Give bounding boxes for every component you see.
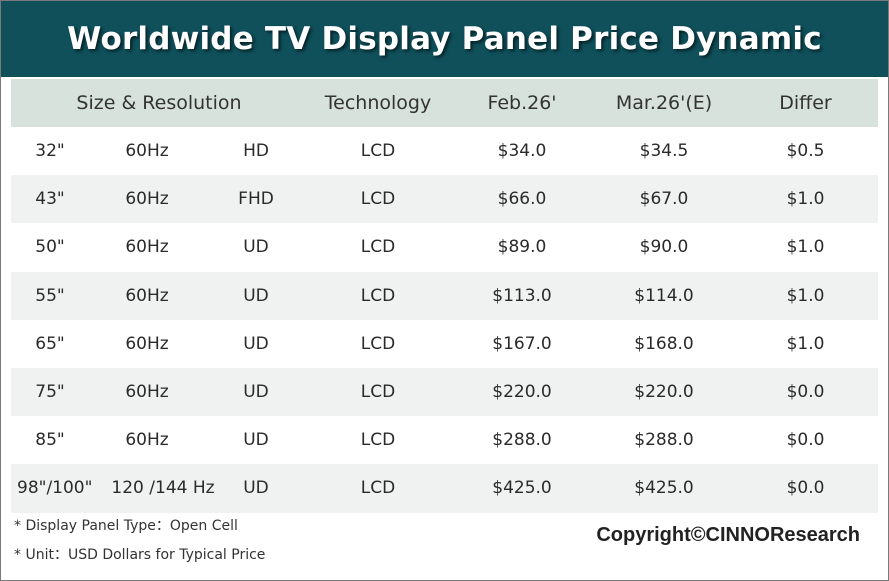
table-row: 98"/100" 120 /144 Hz UD LCD $425.0 $425.0 $0.0 bbox=[11, 464, 878, 513]
note-panel-type: * Display Panel Type：Open Cell bbox=[14, 518, 238, 534]
cell-resolution: UD bbox=[243, 333, 269, 354]
cell-size: 43" bbox=[35, 189, 65, 210]
price-table: Size & Resolution Technology Feb.26' Mar… bbox=[11, 79, 878, 513]
cell-feb-price: $425.0 bbox=[492, 478, 552, 499]
cell-size: 85" bbox=[35, 430, 65, 451]
cell-feb-price: $113.0 bbox=[492, 285, 552, 306]
footer: * Display Panel Type：Open Cell * Unit：US… bbox=[11, 511, 878, 571]
table-header-row: Size & Resolution Technology Feb.26' Mar… bbox=[11, 79, 878, 127]
cell-technology: LCD bbox=[360, 382, 396, 403]
cell-size: 65" bbox=[35, 333, 65, 354]
cell-refresh-rate: 60Hz bbox=[125, 333, 169, 354]
cell-mar-price: $67.0 bbox=[639, 189, 689, 210]
cell-mar-price: $90.0 bbox=[639, 237, 689, 258]
title-bar: Worldwide TV Display Panel Price Dynamic bbox=[1, 1, 888, 77]
table-row: 75" 60Hz UD LCD $220.0 $220.0 $0.0 bbox=[11, 367, 878, 417]
table-row: 85" 60Hz UD LCD $288.0 $288.0 $0.0 bbox=[11, 416, 878, 465]
cell-resolution: UD bbox=[243, 285, 269, 306]
cell-mar-price: $425.0 bbox=[634, 478, 694, 499]
cell-technology: LCD bbox=[360, 237, 396, 258]
cell-feb-price: $220.0 bbox=[492, 382, 552, 403]
cell-refresh-rate: 60Hz bbox=[125, 382, 169, 403]
cell-differ: $0.0 bbox=[786, 478, 825, 499]
cell-technology: LCD bbox=[360, 430, 396, 451]
table-row: 65" 60Hz UD LCD $167.0 $168.0 $1.0 bbox=[11, 319, 878, 368]
cell-size: 50" bbox=[35, 237, 65, 258]
cell-refresh-rate: 60Hz bbox=[125, 285, 169, 306]
cell-differ: $0.5 bbox=[786, 141, 825, 162]
cell-size: 55" bbox=[35, 285, 65, 306]
header-technology: Technology bbox=[324, 92, 432, 114]
cell-mar-price: $34.5 bbox=[639, 141, 689, 162]
table-row: 55" 60Hz UD LCD $113.0 $114.0 $1.0 bbox=[11, 271, 878, 320]
cell-refresh-rate: 60Hz bbox=[125, 141, 169, 162]
cell-differ: $0.0 bbox=[786, 430, 825, 451]
cell-differ: $1.0 bbox=[786, 333, 825, 354]
cell-refresh-rate: 120 /144 Hz bbox=[111, 478, 215, 499]
cell-differ: $1.0 bbox=[786, 237, 825, 258]
cell-size: 98"/100" bbox=[17, 478, 93, 499]
cell-resolution: UD bbox=[243, 478, 269, 499]
cell-technology: LCD bbox=[360, 333, 396, 354]
cell-feb-price: $167.0 bbox=[492, 333, 552, 354]
cell-refresh-rate: 60Hz bbox=[125, 189, 169, 210]
header-feb: Feb.26' bbox=[487, 92, 557, 114]
cell-mar-price: $220.0 bbox=[634, 382, 694, 403]
cell-resolution: HD bbox=[243, 141, 269, 162]
cell-mar-price: $114.0 bbox=[634, 285, 694, 306]
cell-feb-price: $288.0 bbox=[492, 430, 552, 451]
cell-resolution: UD bbox=[243, 430, 269, 451]
cell-differ: $0.0 bbox=[786, 382, 825, 403]
table-body: 32" 60Hz HD LCD $34.0 $34.5 $0.5 43" 60Hz FHD LCD $… bbox=[11, 127, 878, 513]
cell-resolution: UD bbox=[243, 237, 269, 258]
cell-mar-price: $168.0 bbox=[634, 333, 694, 354]
chart-title: Worldwide TV Display Panel Price Dynamic bbox=[67, 21, 822, 57]
cell-feb-price: $34.0 bbox=[497, 141, 547, 162]
cell-mar-price: $288.0 bbox=[634, 430, 694, 451]
table-row: 32" 60Hz HD LCD $34.0 $34.5 $0.5 bbox=[11, 127, 878, 176]
header-mar: Mar.26'(E) bbox=[615, 92, 713, 114]
cell-technology: LCD bbox=[360, 189, 396, 210]
header-size-resolution: Size & Resolution bbox=[76, 92, 242, 114]
cell-technology: LCD bbox=[360, 285, 396, 306]
cell-technology: LCD bbox=[360, 141, 396, 162]
header-differ: Differ bbox=[779, 92, 832, 114]
table-row: 43" 60Hz FHD LCD $66.0 $67.0 $1.0 bbox=[11, 175, 878, 224]
cell-refresh-rate: 60Hz bbox=[125, 237, 169, 258]
table-row: 50" 60Hz UD LCD $89.0 $90.0 $1.0 bbox=[11, 223, 878, 272]
cell-feb-price: $66.0 bbox=[497, 189, 547, 210]
cell-technology: LCD bbox=[360, 478, 396, 499]
cell-resolution: UD bbox=[243, 382, 269, 403]
cell-size: 75" bbox=[35, 382, 65, 403]
note-unit: * Unit：USD Dollars for Typical Price bbox=[14, 547, 266, 563]
cell-resolution: FHD bbox=[238, 189, 274, 210]
cell-feb-price: $89.0 bbox=[497, 237, 547, 258]
cell-size: 32" bbox=[35, 141, 65, 162]
cell-refresh-rate: 60Hz bbox=[125, 430, 169, 451]
cell-differ: $1.0 bbox=[786, 285, 825, 306]
copyright-mark: Copyright©CINNOResearch bbox=[596, 524, 860, 546]
cell-differ: $1.0 bbox=[786, 189, 825, 210]
